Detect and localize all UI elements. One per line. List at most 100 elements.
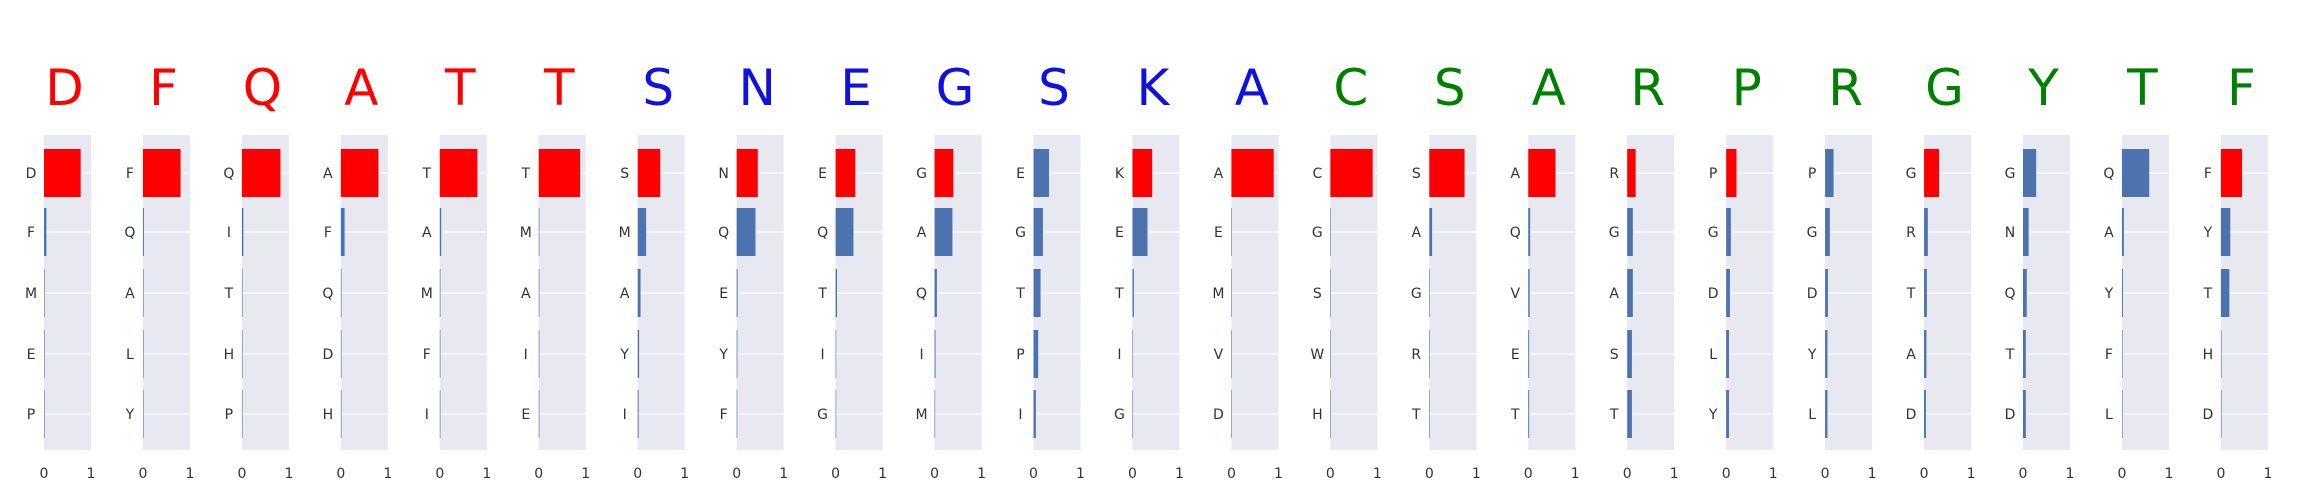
bar [835, 149, 856, 197]
category-label: E [521, 407, 530, 423]
bar [736, 149, 758, 197]
bar [1429, 208, 1433, 256]
category-label: Q [1510, 225, 1521, 241]
category-label: K [1115, 166, 1125, 182]
bar [538, 269, 540, 317]
bar [241, 269, 243, 317]
bar [1132, 390, 1134, 438]
bar [934, 390, 936, 438]
category-label: Y [2104, 286, 2114, 302]
bar [1825, 149, 1834, 197]
category-label: H [2203, 347, 2214, 363]
bar [835, 330, 837, 378]
bar [2121, 269, 2123, 317]
x-tick-label: 1 [2164, 466, 2173, 482]
bar [44, 208, 47, 256]
bar [1033, 330, 1039, 378]
bar [1726, 330, 1729, 378]
bar [2220, 390, 2222, 438]
bar [934, 149, 954, 197]
category-label: T [422, 166, 432, 182]
bar [340, 390, 342, 438]
bar [1231, 269, 1232, 317]
bar [1528, 149, 1556, 197]
residue-letter: T [444, 59, 476, 117]
bar [637, 208, 647, 256]
x-tick-label: 0 [1524, 466, 1533, 482]
category-label: I [1018, 407, 1022, 423]
bar [2023, 149, 2037, 197]
residue-letter: R [1630, 59, 1665, 117]
bar [340, 269, 342, 317]
category-label: P [27, 407, 35, 423]
category-label: M [25, 286, 37, 302]
bar [2023, 390, 2026, 438]
bar [142, 208, 144, 256]
x-tick-label: 1 [482, 466, 491, 482]
category-label: E [818, 166, 827, 182]
category-label: D [1708, 286, 1719, 302]
category-label: R [1411, 347, 1421, 363]
bar [2220, 208, 2231, 256]
category-label: Y [718, 347, 728, 363]
category-label: A [521, 286, 531, 302]
x-tick-label: 1 [2263, 466, 2272, 482]
bar [2220, 269, 2230, 317]
x-tick-label: 1 [2066, 466, 2075, 482]
x-tick-label: 1 [581, 466, 590, 482]
x-tick-label: 1 [87, 466, 96, 482]
bar [1429, 149, 1465, 197]
bar [1231, 390, 1232, 438]
bar [2023, 208, 2029, 256]
x-tick-label: 0 [1821, 466, 1830, 482]
bar [1825, 208, 1830, 256]
category-label: H [224, 347, 235, 363]
category-label: A [1510, 166, 1520, 182]
bar [1132, 269, 1134, 317]
category-label: P [225, 407, 233, 423]
residue-letter: K [1137, 59, 1171, 117]
category-label: M [1212, 286, 1224, 302]
category-label: E [719, 286, 728, 302]
residue-letter: S [1434, 59, 1466, 117]
residue-letter: Q [243, 59, 282, 117]
category-label: Y [125, 407, 135, 423]
x-tick-label: 0 [633, 466, 642, 482]
bar [340, 149, 379, 197]
bar [736, 269, 738, 317]
category-label: A [323, 166, 333, 182]
bar [637, 149, 661, 197]
bar [1726, 208, 1731, 256]
residue-letter: A [344, 59, 378, 117]
category-label: T [2005, 347, 2015, 363]
category-label: G [1708, 225, 1719, 241]
bar [835, 390, 837, 438]
category-label: F [324, 225, 332, 241]
category-label: I [919, 347, 923, 363]
bar [1231, 208, 1232, 256]
category-label: Q [718, 225, 729, 241]
bar [1033, 269, 1041, 317]
category-label: I [524, 347, 528, 363]
residue-letter: A [1235, 59, 1269, 117]
bar [1627, 208, 1633, 256]
bar [1627, 269, 1633, 317]
category-label: N [718, 166, 728, 182]
category-label: D [1213, 407, 1224, 423]
category-label: D [2005, 407, 2016, 423]
residue-letter: S [1038, 59, 1070, 117]
bar [1330, 330, 1331, 378]
residue-letter: G [1925, 59, 1964, 117]
category-label: Y [619, 347, 629, 363]
category-label: Q [817, 225, 828, 241]
x-tick-label: 1 [1175, 466, 1184, 482]
bar [1627, 390, 1632, 438]
residue-letter: T [543, 59, 575, 117]
bar [439, 269, 441, 317]
x-tick-label: 0 [435, 466, 444, 482]
category-label: F [2105, 347, 2113, 363]
x-tick-label: 1 [383, 466, 392, 482]
x-tick-label: 1 [185, 466, 194, 482]
bar [1528, 269, 1530, 317]
x-tick-label: 1 [1670, 466, 1679, 482]
